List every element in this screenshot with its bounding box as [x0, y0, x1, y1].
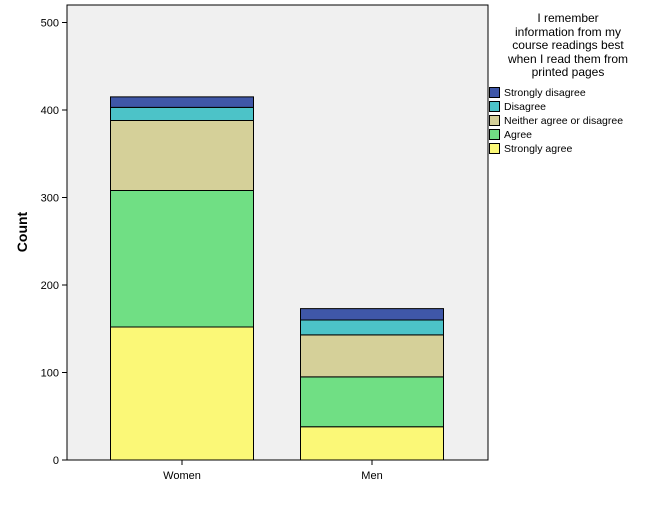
y-axis: 0 100 200 300 400 500: [41, 18, 67, 467]
legend-items: Strongly disagree Disagree Neither agree o…: [489, 86, 647, 156]
x-axis: Women Men: [163, 460, 383, 482]
y-tick-label: 0: [53, 455, 59, 467]
y-tick-label: 100: [41, 368, 59, 380]
bar-segment-agree-men: [300, 376, 444, 428]
y-axis-title: Count: [14, 211, 30, 252]
bar-segment-strongly-disagree-men: [300, 308, 444, 321]
legend-swatch: [489, 115, 500, 126]
bar-segment-disagree-men: [300, 319, 444, 336]
legend-item: Strongly disagree: [489, 86, 647, 100]
x-tick-label: Women: [163, 470, 201, 482]
y-tick-label: 500: [41, 18, 59, 30]
legend-swatch: [489, 129, 500, 140]
legend-title: I remember information from my course re…: [489, 11, 647, 80]
legend-title-line: course readings best: [512, 38, 624, 52]
legend-swatch: [489, 143, 500, 154]
legend-label: Disagree: [504, 100, 547, 113]
legend-item: Disagree: [489, 100, 647, 114]
bar-segment-neither-agree-or-disagree-men: [300, 334, 444, 378]
legend-title-line: printed pages: [531, 65, 605, 79]
bars-group: [110, 96, 444, 461]
bar-segment-neither-agree-or-disagree-women: [110, 120, 254, 191]
legend: I remember information from my course re…: [489, 11, 647, 156]
legend-item: Agree: [489, 128, 647, 142]
legend-label: Strongly disagree: [504, 86, 586, 99]
x-tick-label: Men: [361, 470, 382, 482]
bar-segment-strongly-agree-men: [300, 426, 444, 461]
legend-label: Strongly agree: [504, 142, 573, 155]
legend-title-line: when I read them from: [507, 51, 629, 66]
y-tick-label: 300: [41, 193, 59, 205]
legend-swatch: [489, 87, 500, 98]
legend-label: Neither agree or disagree: [504, 114, 624, 127]
legend-item: Strongly agree: [489, 142, 647, 156]
y-tick-label: 400: [41, 105, 59, 117]
y-tick-label: 200: [41, 280, 59, 292]
bar-segment-strongly-agree-women: [110, 326, 254, 461]
legend-swatch: [489, 101, 500, 112]
bar-segment-agree-women: [110, 190, 254, 328]
legend-title-line: information from my: [514, 24, 622, 39]
bar-segment-disagree-women: [110, 106, 254, 121]
bar-segment-strongly-disagree-women: [110, 96, 254, 108]
legend-item: Neither agree or disagree: [489, 114, 647, 128]
legend-title-line: I remember: [537, 11, 599, 25]
legend-label: Agree: [504, 128, 533, 141]
